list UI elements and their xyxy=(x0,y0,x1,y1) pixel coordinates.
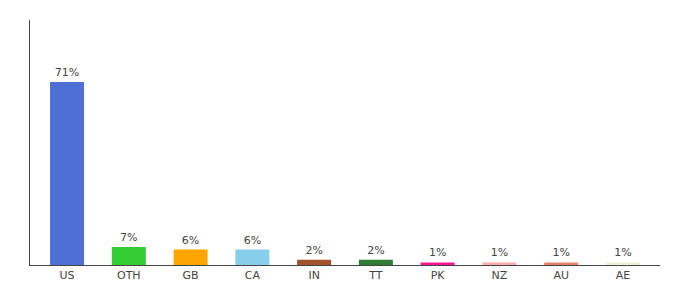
svg-text:IN: IN xyxy=(308,269,319,282)
svg-text:1%: 1% xyxy=(429,246,446,259)
svg-text:1%: 1% xyxy=(491,246,508,259)
svg-text:AE: AE xyxy=(616,269,631,282)
svg-text:OTH: OTH xyxy=(117,269,141,282)
svg-text:2%: 2% xyxy=(367,244,384,257)
svg-text:71%: 71% xyxy=(55,66,79,79)
svg-text:6%: 6% xyxy=(182,234,199,247)
svg-text:PK: PK xyxy=(431,269,446,282)
svg-text:US: US xyxy=(60,269,75,282)
svg-text:1%: 1% xyxy=(614,246,631,259)
svg-text:CA: CA xyxy=(245,269,261,282)
svg-text:6%: 6% xyxy=(244,234,261,247)
svg-text:GB: GB xyxy=(183,269,199,282)
svg-text:1%: 1% xyxy=(552,246,569,259)
svg-text:2%: 2% xyxy=(305,244,322,257)
svg-text:7%: 7% xyxy=(120,231,137,244)
svg-text:NZ: NZ xyxy=(492,269,508,282)
svg-text:TT: TT xyxy=(368,269,383,282)
svg-text:AU: AU xyxy=(553,269,569,282)
